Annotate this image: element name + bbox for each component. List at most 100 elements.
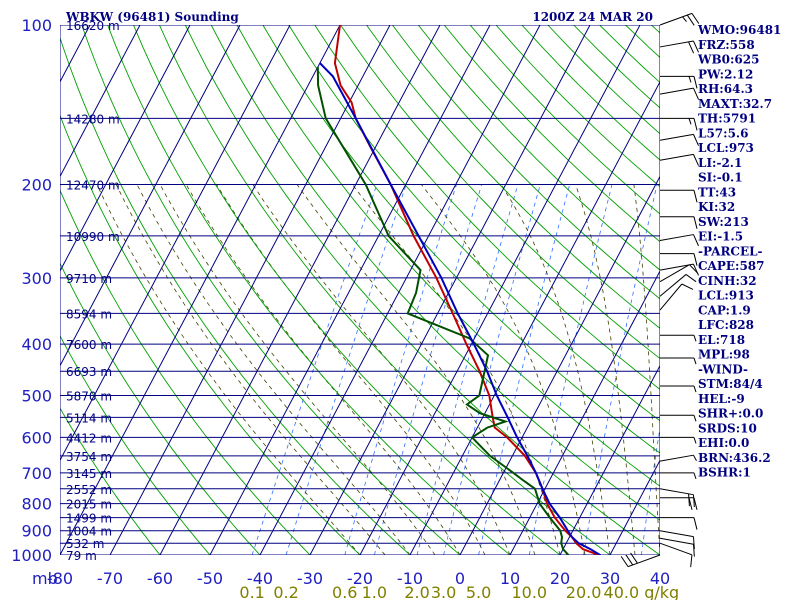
height-label: 4412 m [66,431,112,445]
wind-barb [659,234,699,247]
wind-barb-staff [659,530,694,538]
index-entry: HEL:-9 [698,392,745,406]
wind-barb-half-flag [682,16,687,23]
wind-barb-staff [659,12,693,26]
height-label: 1499 m [66,512,112,526]
wind-barb [659,87,699,100]
wind-barb [660,117,698,131]
wind-barb-staff [659,153,694,161]
height-label: 10990 m [66,230,120,244]
temperature-tick-label: -60 [147,569,173,588]
wind-barb-staff [659,488,694,496]
pressure-tick-label: 900 [21,522,52,541]
index-entry: SRDS:10 [698,421,757,435]
index-entry: FRZ:558 [698,38,755,52]
height-label: 12470 m [66,179,120,193]
dewpoint-line [316,66,570,555]
wind-barb-half-flag [688,76,692,83]
pressure-tick-label: 700 [21,464,52,483]
temperature-tick-label: -80 [47,569,73,588]
mixing-ratio-labels: 0.1 0.2 0.6 1.0 2.0 3.0 5.0 10.0 20.0 40.0 g/kg [239,583,679,600]
index-entry: PW:2.12 [698,67,753,81]
height-label: 6693 m [66,365,112,379]
height-label: 5870 m [66,389,112,403]
wind-barb [660,497,698,510]
height-label: 14280 m [66,112,120,126]
index-entry: EHI:0.0 [698,436,749,450]
isotherm-line [209,25,491,555]
pressure-tick-label: 400 [21,335,52,354]
wind-barb-half-flag [693,472,697,480]
wind-barb-staff [659,40,694,48]
index-entry: SW:213 [698,215,749,229]
wind-barb [659,133,699,146]
mixing-ratio-label: 2.0 [404,583,429,600]
height-label: 532 m [66,537,104,551]
wind-barb-half-flag [693,415,697,422]
wind-barb-staff [659,542,693,556]
height-label: 2015 m [66,498,112,512]
wind-barb-flag [693,497,698,510]
wind-barbs [620,12,700,568]
isotherm-line [459,175,660,555]
pressure-tick-labels: 100 200 300 400 500 600 700 800 900 1000 mb [11,16,57,588]
isotherm-line [60,25,291,462]
observation-time: 1200Z 24 MAR 20 [532,10,653,24]
index-entry: TT:43 [698,185,736,199]
wind-barb-flag [693,118,698,131]
wind-barb-flag [693,253,698,266]
wind-barb-flag [693,216,698,229]
isotherm-line [259,25,541,555]
height-label: 79 m [66,549,97,563]
index-entry: RH:64.3 [698,82,753,96]
mixing-ratio-label: 5.0 [466,583,491,600]
wind-barb-flag [691,13,700,24]
index-entry: MPL:98 [698,348,750,362]
mixing-ratio-label: 10.0 [511,583,547,600]
moist-adiabat-line [252,184,511,555]
height-label: 2552 m [66,483,112,497]
wind-barb [660,414,697,422]
wind-barb-flag [692,494,695,508]
index-entry: WB0:625 [697,53,759,67]
height-label: 3145 m [66,467,112,481]
mixing-ratio-label: 40.0 g/kg [604,583,680,600]
mixing-ratio-label: 3.0 [431,583,456,600]
mixing-ratio-label: 20.0 [566,583,602,600]
wind-barb [660,189,698,203]
temperature-tick-label: -10 [397,569,423,588]
pressure-tick-label: 100 [21,16,52,35]
index-entry: LCL:973 [698,141,754,155]
temperature-tick-label: 0 [455,569,465,588]
wind-barb-staff [659,87,694,95]
isotherm-line [409,80,660,555]
index-entry: EL:718 [698,333,745,347]
wind-barb-staff [659,454,694,462]
wind-barb-flag [693,517,698,530]
wind-barb-flag [693,40,699,53]
pressure-tick-label: 1000 [11,546,52,565]
isotherm-line [60,25,341,555]
wind-barb-flag [692,544,695,557]
index-entry: MAXT:32.7 [698,97,772,111]
dry-adiabat-line [60,334,211,555]
height-label: 1004 m [66,525,112,539]
pressure-tick-label: 300 [21,269,52,288]
pressure-tick-label: 500 [21,386,52,405]
index-entry: LI:-2.1 [698,156,742,170]
index-entry: BSHR:1 [698,466,751,480]
wind-barb-flag [693,190,698,203]
mixing-ratio-label: 1.0 [362,583,387,600]
pressure-tick-label: 200 [21,176,52,195]
moist-adiabat-line [633,184,660,555]
index-entry: SHR+:0.0 [698,407,763,421]
moist-adiabat-line [500,184,611,555]
wind-barb-staff [659,537,694,545]
wind-barb-staff [659,133,694,141]
wind-barb [659,542,693,568]
wind-barb-half-flag [693,454,697,461]
wind-barb [660,216,698,229]
index-entry: TH:5791 [698,112,756,126]
isotherm-line [109,25,391,555]
